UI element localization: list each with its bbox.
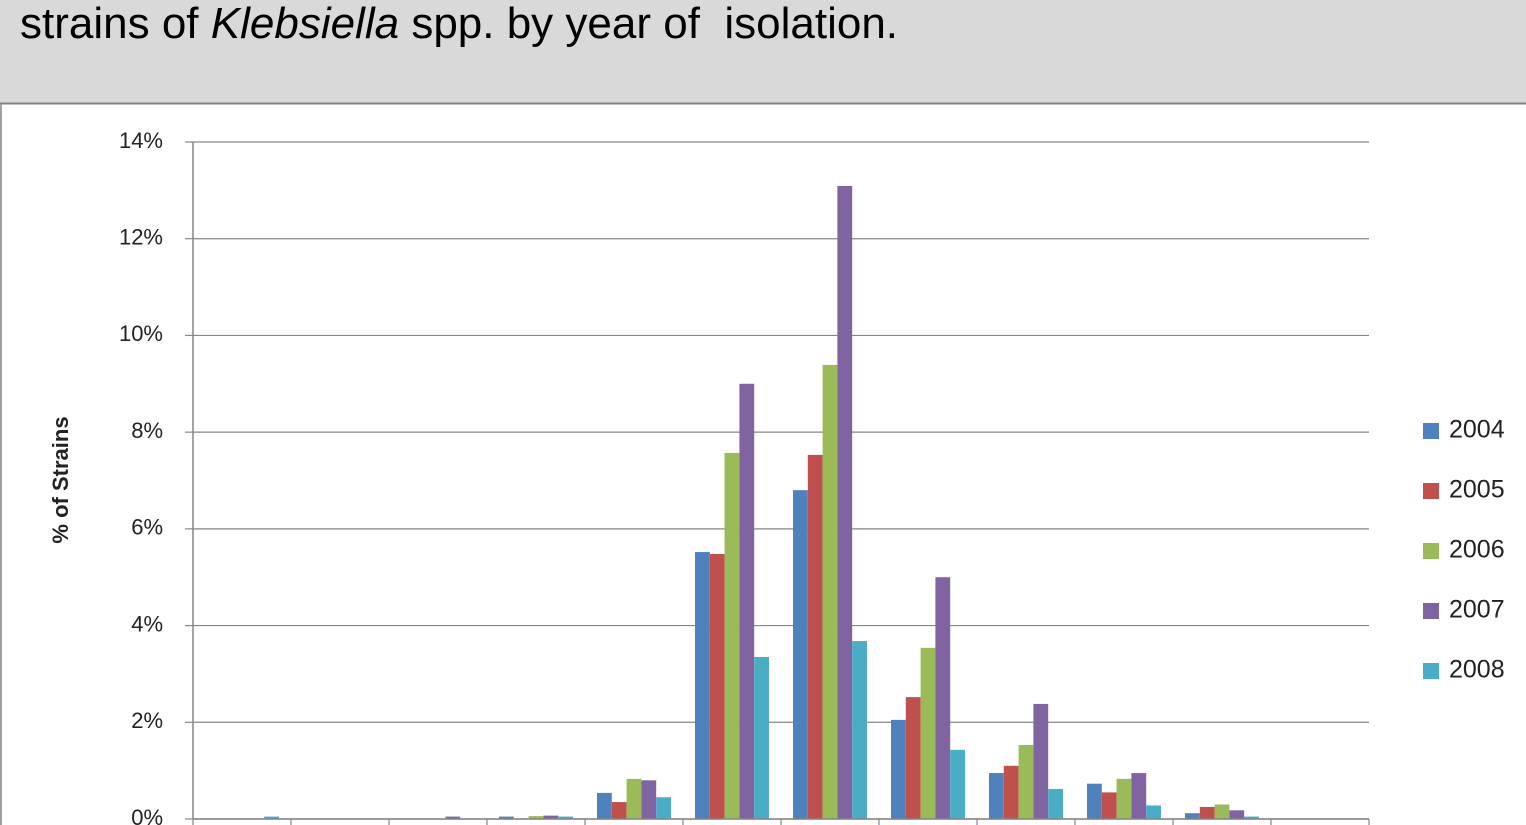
title-part: spp. by year of isolation. [399,0,898,48]
bar [724,452,740,819]
legend-label: 2004 [1449,416,1505,444]
bar [989,773,1004,819]
bar [528,816,544,819]
bar [264,816,279,819]
bar [1048,789,1063,819]
bar [626,778,642,819]
bar [822,364,838,819]
y-tick-label: 4% [131,611,163,636]
bar [597,792,612,819]
legend-label: 2005 [1449,476,1505,504]
y-tick-label: 6% [131,515,163,540]
bar [445,816,461,819]
legend-swatch [1423,543,1439,559]
header-band [0,0,1526,103]
y-tick-label: 0% [131,805,163,825]
legend-swatch [1423,423,1439,439]
chart-title: strains of Klebsiella spp. by year of is… [20,0,898,48]
bar [695,552,710,819]
legend-swatch [1423,483,1439,499]
bar [807,454,823,819]
legend-label: 2008 [1449,656,1505,684]
y-axis-label: % of Strains [48,416,73,543]
legend-label: 2007 [1449,596,1505,624]
bar [852,641,867,819]
y-tick-label: 10% [119,321,163,346]
bar [891,719,906,819]
bar [905,697,921,819]
title-part: Klebsiella [211,0,399,48]
bar [709,554,725,819]
y-tick-label: 14% [119,128,163,153]
bar [611,802,627,819]
bar [837,186,853,819]
bar [1214,804,1230,819]
bar [920,647,936,819]
bar [935,577,951,819]
bar [1199,806,1215,819]
bar [1244,816,1259,819]
bar [793,490,808,819]
bar [1033,703,1049,819]
bar [739,383,755,819]
bar [1229,810,1245,819]
y-tick-label: 8% [131,418,163,443]
legend-swatch [1423,603,1439,619]
bar [558,816,573,819]
bar [1146,805,1161,819]
bar [1101,792,1117,819]
bar [543,815,559,819]
legend-label: 2006 [1449,536,1505,564]
bar [1087,783,1102,819]
bar [1003,765,1019,819]
bar [641,780,657,819]
bar [950,749,965,819]
bar [1131,773,1147,819]
bar [499,816,514,819]
y-tick-label: 2% [131,708,163,733]
y-tick-label: 12% [119,225,163,250]
bar [1018,745,1034,819]
bar [754,657,769,819]
bar [1185,813,1200,819]
bar [656,797,671,819]
title-part: strains of [20,0,211,48]
legend-swatch [1423,663,1439,679]
bar [1116,778,1132,819]
